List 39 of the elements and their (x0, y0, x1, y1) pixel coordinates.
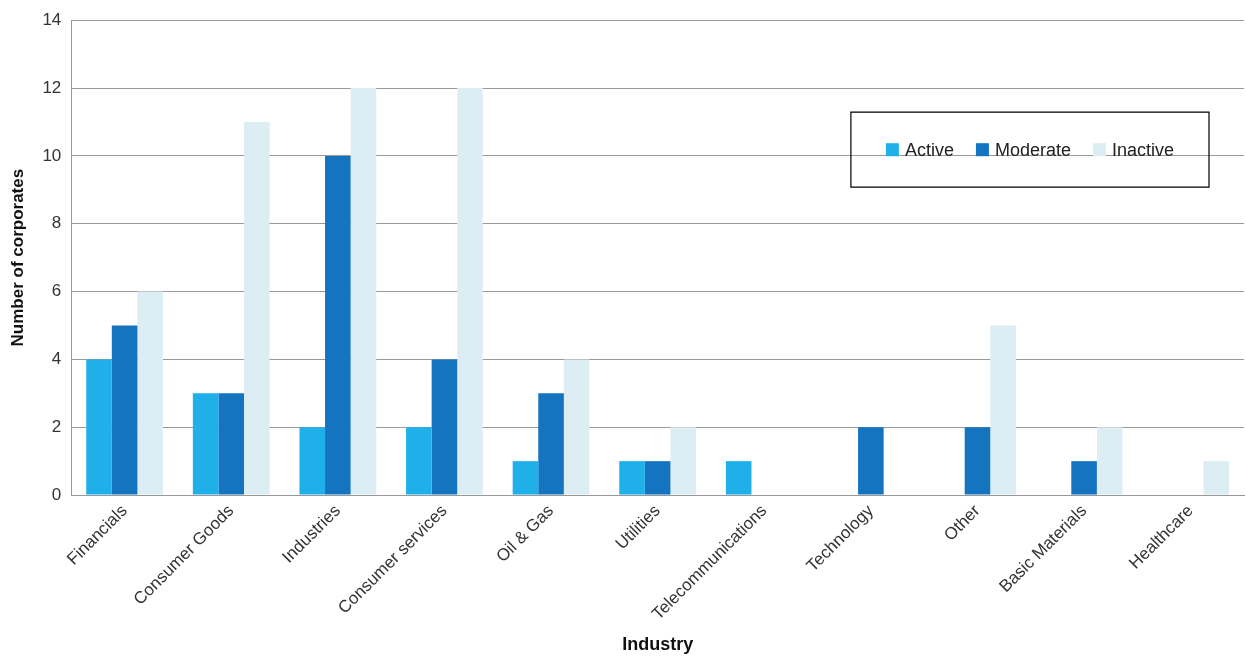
y-tick-label: 2 (51, 416, 62, 436)
y-tick-label: 12 (42, 77, 62, 97)
bar (563, 359, 590, 495)
bar (299, 427, 326, 495)
bar (964, 427, 991, 495)
legend-label: Moderate (994, 139, 1071, 160)
y-tick-label: 8 (51, 213, 62, 233)
bar (644, 461, 671, 495)
bar (192, 393, 219, 495)
bar (244, 121, 270, 495)
bar (725, 461, 752, 495)
legend-label: Inactive (1111, 139, 1175, 160)
bar (538, 393, 564, 495)
bar (457, 88, 483, 495)
bar (858, 427, 884, 495)
x-axis-title: Industry (622, 634, 694, 655)
x-tick-label: Oil & Gas (492, 500, 558, 566)
y-tick-label: 4 (51, 349, 62, 369)
bar (218, 393, 245, 495)
bar (990, 325, 1016, 495)
bar (512, 461, 539, 495)
bar (350, 88, 377, 495)
bar (670, 427, 697, 495)
y-tick-label: 0 (51, 484, 62, 504)
bar (325, 155, 351, 495)
y-tick-label: 10 (42, 145, 62, 165)
legend-label: Active (904, 139, 954, 160)
bar (619, 461, 645, 495)
bar (1203, 461, 1230, 495)
bar (431, 359, 458, 495)
bar (86, 359, 112, 495)
bar (406, 427, 432, 495)
bar (111, 325, 138, 495)
y-tick-label: 14 (42, 9, 62, 29)
y-tick-label: 6 (51, 281, 62, 301)
bar (1096, 427, 1123, 495)
bar (137, 291, 163, 495)
y-axis-title: Number of corporates (7, 168, 27, 347)
bar (1071, 461, 1097, 495)
